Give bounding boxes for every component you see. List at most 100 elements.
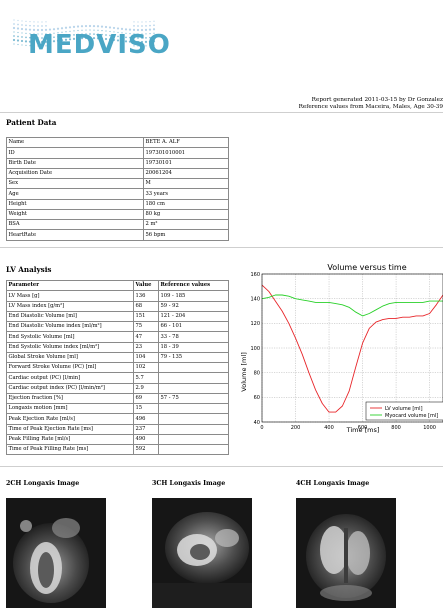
field-value: 80 kg [143, 208, 229, 221]
parameter-cell: LV Mass index [g/m²] [6, 300, 134, 312]
logo-dot [97, 33, 99, 36]
field-value: 33 years [143, 188, 229, 200]
logo-dot [112, 38, 116, 42]
y-tick-label: 60 [254, 395, 260, 401]
table-header-row: Parameter Value Reference values [6, 279, 229, 292]
logo-dot [65, 34, 67, 37]
parameter-cell: End Systolic Volume index [ml/m²] [6, 341, 134, 353]
logo-dot [136, 40, 140, 44]
logo-dot [92, 24, 96, 28]
logo-dot [84, 36, 88, 40]
logo-dot [44, 28, 48, 31]
logo-dot [45, 21, 47, 23]
field-value: 2 m² [143, 218, 229, 231]
logo-dot [88, 24, 92, 28]
logo-dot [73, 30, 75, 32]
logo-dot [37, 21, 39, 23]
image-label-4ch: 4CH Longaxis Image [296, 480, 370, 487]
logo-dot [25, 32, 27, 34]
mri-image-3ch [152, 498, 252, 608]
field-value: 20061204 [143, 167, 229, 180]
logo-dot [136, 28, 140, 32]
logo-dot [104, 25, 108, 29]
logo-dot [12, 38, 16, 42]
field-label: Acquisition Date [6, 167, 144, 180]
logo-dot [121, 32, 123, 34]
logo-dot [53, 36, 55, 39]
logo-dot [129, 33, 131, 35]
logo-dot [49, 32, 51, 35]
reference-cell: 33 - 78 [158, 331, 229, 343]
logo-dot [57, 32, 59, 34]
logo-dot [132, 40, 136, 43]
logo-dot [37, 33, 39, 35]
logo-dot [116, 39, 120, 42]
logo-dot [44, 40, 48, 43]
logo-dot [128, 40, 132, 43]
logo-dot [60, 39, 64, 42]
logo-dot [33, 33, 35, 35]
logo-dot [17, 23, 19, 26]
logo-dot [124, 40, 128, 43]
logo-dot [61, 35, 63, 38]
logo-dot [117, 35, 119, 38]
logo-dot [29, 45, 31, 47]
plot-frame [261, 273, 443, 423]
logo-dot [105, 34, 107, 36]
logo-dot [32, 40, 36, 43]
logo-dot [69, 34, 71, 37]
logo-dot [137, 45, 139, 47]
logo-dot [48, 40, 52, 43]
value-cell: 15 [133, 402, 159, 415]
logo-dot [100, 37, 104, 40]
logo-dot [36, 40, 40, 44]
logo-dot [85, 33, 87, 35]
table-row: Ejection fraction [%] 69 57 - 75 [6, 392, 229, 405]
table-row: Birth Date 19730101 [6, 157, 229, 169]
logo-dot [28, 28, 32, 31]
value-cell: 104 [133, 351, 159, 364]
logo-dot [113, 35, 115, 37]
logo-dot [41, 33, 43, 35]
logo-dot [24, 28, 28, 31]
logo-dot [17, 35, 19, 38]
logo-dot [137, 33, 139, 35]
table-row: ID 197301010001 [6, 147, 229, 159]
table-row: Time of Peak Ejection Rate [ms] 237 [6, 423, 229, 435]
medviso-logo: MEDVISO [10, 14, 170, 72]
logo-dot [16, 27, 20, 30]
logo-dot [84, 24, 88, 28]
field-label: Name [6, 136, 144, 149]
logo-dot [13, 23, 15, 25]
logo-dot [93, 33, 95, 35]
logo-dot [21, 24, 23, 26]
field-label: HeartRate [6, 229, 144, 241]
logo-dot [41, 45, 43, 47]
logo-dot [100, 25, 104, 28]
reference-values-text: Reference values from Maceira, Males, Ag… [298, 104, 443, 110]
report-generated-text: Report generated 2011-03-15 by Dr Gonzal… [311, 97, 443, 103]
logo-dot [68, 38, 72, 41]
series-line-1 [261, 294, 443, 317]
x-tick-label: 200 [291, 425, 301, 431]
logo-dot [125, 36, 127, 39]
logo-dot [77, 33, 79, 36]
logo-dot [65, 31, 67, 33]
table-row: End Diastolic Volume [ml] 151 121 - 204 [6, 310, 229, 323]
logo-dot [20, 39, 24, 43]
logo-dot [145, 45, 147, 47]
logo-dot [52, 28, 56, 31]
lv-analysis-title: LV Analysis [6, 265, 52, 274]
logo-dot [64, 26, 68, 29]
parameter-cell: LV Mass [g] [6, 290, 134, 302]
logo-dot [21, 32, 23, 34]
logo-dot [144, 40, 148, 43]
table-row: Sex M [6, 177, 229, 190]
table-row: Weight 80 kg [6, 208, 229, 221]
value-cell: 47 [133, 331, 159, 343]
logo-dot [117, 31, 119, 34]
logo-dot [85, 29, 87, 31]
logo-dot [20, 27, 24, 31]
logo-dot [109, 30, 111, 33]
logo-dot [96, 25, 100, 28]
